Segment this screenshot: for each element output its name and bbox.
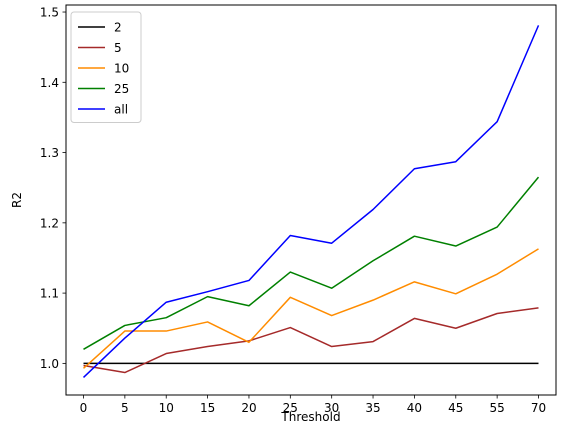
- x-axis: 0 5 10 15 20 25 30 35 40 45 55 70: [80, 395, 546, 415]
- legend-label: 25: [114, 82, 129, 96]
- legend-box: [70, 11, 142, 123]
- x-tick-label: 0: [80, 401, 88, 415]
- x-axis-label: Threshold: [280, 410, 340, 424]
- x-tick-label: 70: [531, 401, 546, 415]
- series-layer: [82, 25, 540, 378]
- plot-frame: [65, 4, 557, 396]
- x-tick-label: 15: [200, 401, 215, 415]
- x-tick-label: 25: [283, 401, 298, 415]
- x-tick-label: 40: [407, 401, 422, 415]
- series-line-all: [82, 25, 540, 378]
- y-tick-label: 1.5: [40, 6, 59, 20]
- y-tick-label: 1.3: [40, 146, 59, 160]
- x-tick-label: 10: [159, 401, 174, 415]
- legend-label: 2: [114, 21, 122, 35]
- y-tick-label: 1.2: [40, 216, 59, 230]
- series-line-10: [82, 248, 539, 369]
- x-tick-label: 55: [489, 401, 504, 415]
- legend-label: 10: [114, 62, 129, 76]
- y-axis: 1.0 1.1 1.2 1.3 1.4 1.5: [40, 6, 66, 371]
- x-tick-label: 35: [365, 401, 380, 415]
- series-line-5: [83, 307, 539, 374]
- y-tick-label: 1.1: [40, 287, 59, 301]
- x-tick-label: 20: [241, 401, 256, 415]
- x-tick-label: 30: [324, 401, 339, 415]
- y-axis-label: R2: [10, 192, 24, 208]
- y-tick-label: 1.4: [40, 76, 59, 90]
- y-tick-label: 1.0: [40, 357, 59, 371]
- x-tick-label: 45: [448, 401, 463, 415]
- series-line-25: [83, 176, 540, 350]
- legend-label: 5: [114, 41, 122, 55]
- x-tick-label: 5: [121, 401, 129, 415]
- legend-label: all: [114, 103, 128, 117]
